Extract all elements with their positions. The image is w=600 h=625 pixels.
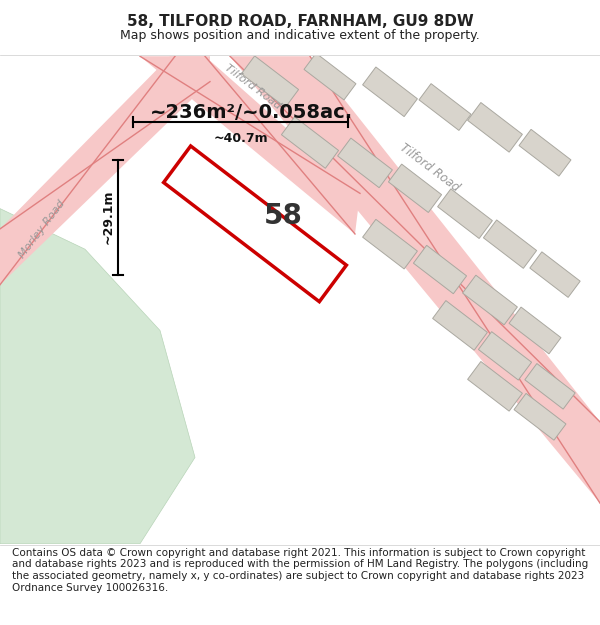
Polygon shape bbox=[362, 67, 418, 117]
Text: Tilford Road: Tilford Road bbox=[223, 62, 283, 111]
Polygon shape bbox=[164, 146, 346, 302]
Polygon shape bbox=[484, 220, 536, 268]
Polygon shape bbox=[281, 117, 338, 168]
Polygon shape bbox=[0, 209, 195, 544]
Polygon shape bbox=[509, 307, 561, 354]
Polygon shape bbox=[437, 189, 493, 239]
Polygon shape bbox=[0, 56, 210, 285]
Text: 58, TILFORD ROAD, FARNHAM, GU9 8DW: 58, TILFORD ROAD, FARNHAM, GU9 8DW bbox=[127, 14, 473, 29]
Text: Map shows position and indicative extent of the property.: Map shows position and indicative extent… bbox=[120, 29, 480, 42]
Polygon shape bbox=[140, 56, 360, 234]
Polygon shape bbox=[419, 84, 471, 131]
Text: ~236m²/~0.058ac.: ~236m²/~0.058ac. bbox=[150, 102, 353, 122]
Polygon shape bbox=[230, 56, 600, 503]
Text: ~40.7m: ~40.7m bbox=[213, 132, 268, 145]
Polygon shape bbox=[467, 102, 523, 152]
Text: Morley Road: Morley Road bbox=[17, 198, 67, 260]
Polygon shape bbox=[514, 393, 566, 440]
Polygon shape bbox=[433, 301, 487, 350]
Text: Contains OS data © Crown copyright and database right 2021. This information is : Contains OS data © Crown copyright and d… bbox=[12, 548, 588, 592]
Polygon shape bbox=[362, 219, 418, 269]
Polygon shape bbox=[478, 332, 532, 380]
Polygon shape bbox=[241, 56, 299, 108]
Polygon shape bbox=[519, 129, 571, 176]
Polygon shape bbox=[463, 275, 517, 325]
Polygon shape bbox=[467, 361, 523, 411]
Text: Tilford Road: Tilford Road bbox=[398, 141, 463, 194]
Polygon shape bbox=[525, 364, 575, 409]
Polygon shape bbox=[530, 252, 580, 298]
Polygon shape bbox=[338, 138, 392, 188]
Polygon shape bbox=[413, 246, 467, 294]
Text: ~29.1m: ~29.1m bbox=[101, 190, 115, 244]
Text: 58: 58 bbox=[263, 202, 302, 230]
Polygon shape bbox=[388, 164, 442, 212]
Polygon shape bbox=[304, 53, 356, 100]
